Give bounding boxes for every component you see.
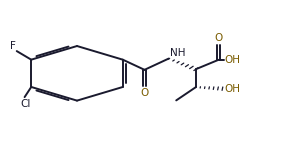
Text: Cl: Cl — [20, 99, 31, 109]
Text: O: O — [140, 88, 149, 98]
Text: F: F — [10, 41, 16, 51]
Text: OH: OH — [225, 55, 241, 65]
Text: NH: NH — [171, 48, 186, 58]
Text: O: O — [214, 33, 223, 43]
Text: OH: OH — [225, 84, 241, 94]
